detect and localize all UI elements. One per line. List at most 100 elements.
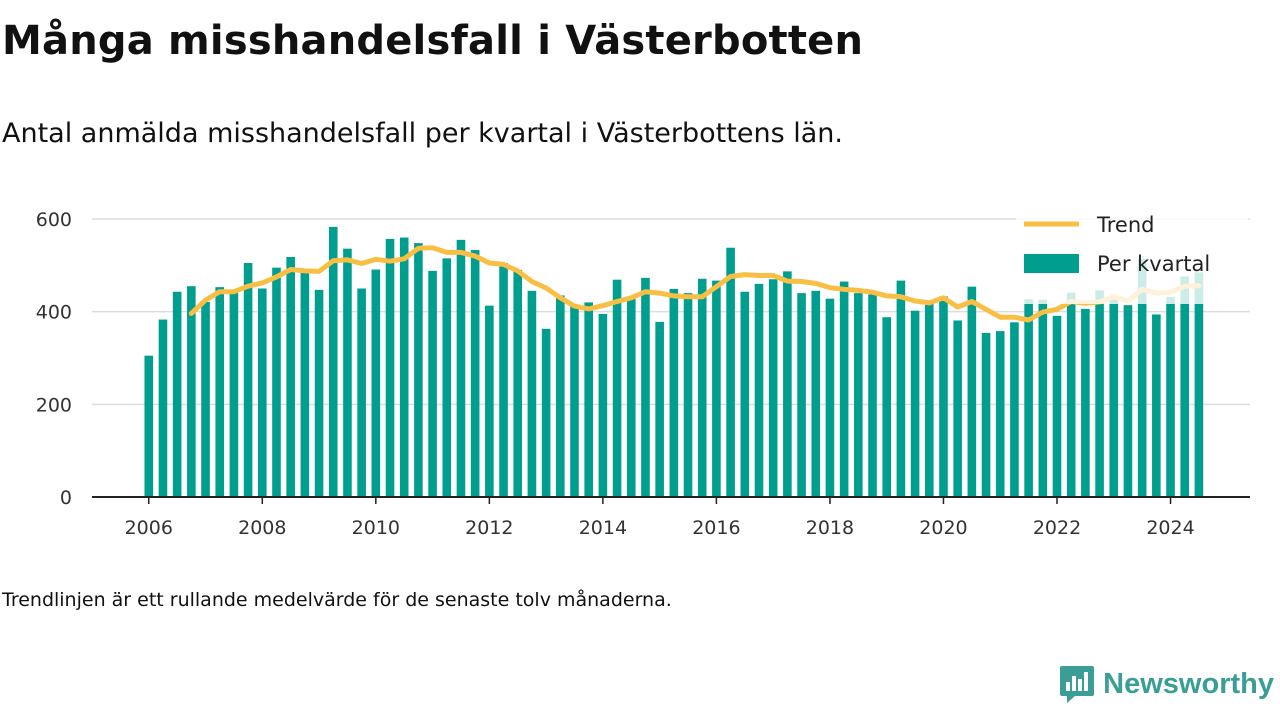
bar [882,317,892,497]
bar [612,279,622,497]
footnote: Trendlinjen är ett rullande medelvärde f… [2,589,672,611]
axes: 0 200 400 600 2006 2008 2010 2012 2014 2016 2018 20… [36,209,1250,539]
bar [712,280,721,497]
bar [243,263,253,497]
bar [1081,308,1090,497]
bar [527,290,537,497]
bar [428,270,437,497]
bar-chart: 0 200 400 600 2006 2008 2010 2012 2014 2016 2018 20… [36,209,1250,539]
bar [229,292,239,497]
bar [740,291,750,497]
bar [328,226,338,498]
bar [570,306,579,497]
bar [343,248,352,497]
legend-trend-label: Trend [1096,213,1154,237]
brand-name: Newsworthy [1103,667,1274,700]
y-tick-label: 600 [36,209,72,231]
bar [499,263,508,497]
bar [1010,322,1019,497]
bar [797,293,806,497]
bar [896,280,906,497]
bar [399,237,409,497]
x-tick-label: 2008 [238,517,286,539]
bar [868,294,877,497]
bar [726,247,735,497]
bar [1194,272,1204,497]
bar [981,332,991,497]
bar [144,355,154,497]
bar [371,269,381,497]
bar [825,298,835,497]
x-tick-label: 2006 [125,517,173,539]
bar [626,297,636,497]
bar [215,287,225,497]
bar [598,313,608,497]
bar [314,289,324,497]
bar [910,310,920,497]
bar [1137,258,1147,497]
bar [541,328,551,497]
bars-per-kvartal [144,226,1204,498]
chart-title: Många misshandelsfall i Västerbotten [2,18,864,64]
trend-line [188,245,1202,323]
bar [201,301,210,497]
bar [187,286,196,497]
bar-chart-logo-icon [1060,666,1095,703]
bar [1038,299,1048,497]
bar [655,321,664,497]
bar [1024,299,1033,497]
bar [754,283,764,497]
bar [995,331,1005,497]
x-tick-label: 2024 [1146,517,1194,539]
legend-bar-label: Per kvartal [1097,252,1210,276]
bar [286,256,295,497]
x-tick-label: 2018 [806,517,854,539]
bar [783,271,792,497]
bar [939,296,948,497]
y-tick-label: 400 [36,302,72,324]
bar [513,269,523,497]
bar [839,281,849,497]
bar [172,291,182,497]
bar [357,288,366,497]
bar [697,278,707,497]
bar [556,295,565,497]
x-tick-label: 2020 [919,517,967,539]
bar [1052,315,1062,497]
bar [924,302,934,497]
x-tick-label: 2022 [1033,517,1081,539]
trend-layer [188,245,1202,323]
bar [414,243,423,497]
chart-subtitle: Antal anmälda misshandelsfall per kvarta… [2,118,843,149]
y-tick-label: 200 [36,394,72,416]
bar [470,250,480,497]
x-tick-label: 2014 [579,517,627,539]
bar [272,267,281,497]
bar [158,319,168,497]
bar [1180,276,1190,497]
bar [683,293,693,497]
bar [442,258,452,497]
bar [456,239,466,497]
bar [385,238,395,497]
bar [669,288,679,497]
chart-legend: Trend Per kvartal [1016,210,1248,304]
x-tick-label: 2010 [352,517,400,539]
bar [1152,314,1161,497]
brand-logo: Newsworthy [1059,664,1274,704]
bar [953,320,962,497]
bar [257,288,267,497]
bar [1095,290,1104,497]
bar [1066,292,1076,497]
bar [584,302,593,497]
bar [641,277,650,497]
bar [485,305,494,497]
legend-bar-swatch [1024,254,1079,273]
x-tick-label: 2016 [692,517,740,539]
bar [300,271,310,497]
y-tick-label: 0 [60,487,72,509]
bar [1166,296,1175,497]
bar [1109,296,1119,497]
bar [967,286,977,497]
bar [854,293,863,497]
